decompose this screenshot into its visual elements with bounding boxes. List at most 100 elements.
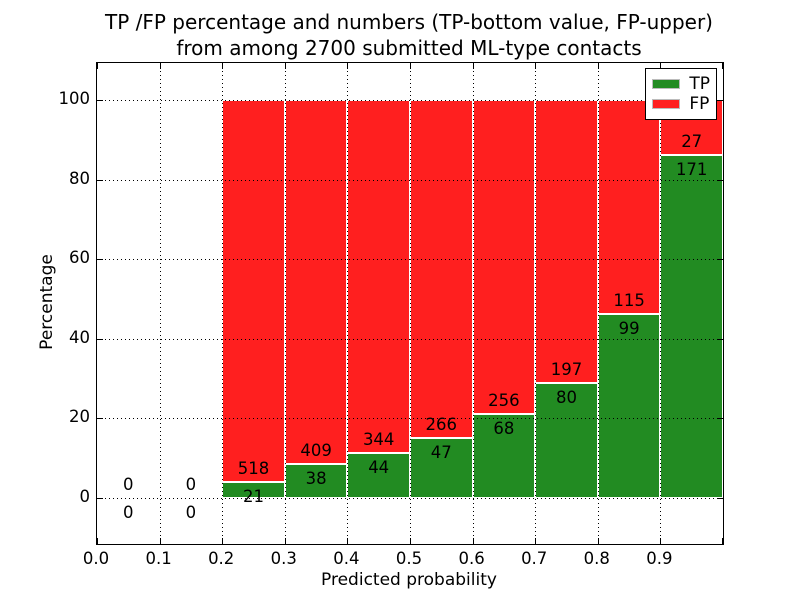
tick-mark bbox=[97, 179, 103, 181]
tick-mark bbox=[159, 63, 161, 69]
tick-mark bbox=[222, 63, 224, 69]
y-tick-label: 100 bbox=[58, 89, 91, 109]
bar-segment-tp bbox=[597, 313, 661, 498]
plot-area: TP FP 0 0 0 0 518 21 409 38 344 44 266 47 256 68 197 80 1… bbox=[96, 62, 724, 545]
tick-mark bbox=[717, 497, 723, 499]
y-tick-label: 60 bbox=[69, 248, 90, 268]
bar-count-label-fp: 266 bbox=[425, 415, 458, 435]
bar-count-label-tp: 0 bbox=[123, 502, 134, 522]
tick-mark bbox=[97, 259, 103, 261]
x-tick-label: 0.9 bbox=[646, 549, 673, 568]
tick-mark bbox=[97, 538, 98, 544]
v-gridline bbox=[222, 63, 224, 544]
v-gridline bbox=[660, 63, 662, 544]
tick-mark bbox=[410, 63, 411, 69]
tick-mark bbox=[717, 418, 723, 420]
x-tick-label: 0.2 bbox=[208, 549, 235, 568]
bar-segment-fp bbox=[222, 100, 285, 483]
bar-segment-tp bbox=[660, 154, 723, 498]
tick-mark bbox=[535, 63, 537, 69]
bar-segment-fp bbox=[284, 100, 348, 465]
x-tick-label: 0.3 bbox=[270, 549, 297, 568]
bar-segment-fp bbox=[347, 100, 410, 453]
chart-title-line-2: from among 2700 submitted ML-type contac… bbox=[176, 36, 642, 60]
bar-count-label-fp: 256 bbox=[488, 391, 520, 411]
bar-count-label-tp: 99 bbox=[618, 318, 640, 338]
y-tick-label: 0 bbox=[79, 486, 91, 506]
tick-mark bbox=[410, 538, 411, 544]
bar-segment-tp bbox=[410, 438, 473, 498]
x-tick-label: 0.6 bbox=[458, 549, 485, 568]
bar-count-label-fp: 0 bbox=[123, 474, 134, 494]
bar-count-label-fp: 0 bbox=[185, 474, 197, 494]
bar-count-label-tp: 0 bbox=[185, 502, 197, 522]
tick-mark bbox=[660, 538, 662, 544]
y-tick-label: 80 bbox=[69, 168, 90, 188]
tick-mark bbox=[472, 538, 474, 544]
legend-label-fp: FP bbox=[689, 94, 710, 114]
tick-mark bbox=[717, 100, 723, 102]
bar-count-label-fp: 518 bbox=[237, 459, 270, 479]
v-gridline bbox=[284, 63, 286, 544]
tick-mark bbox=[722, 63, 723, 69]
tick-mark bbox=[347, 538, 349, 544]
tick-mark bbox=[97, 63, 98, 69]
bar-count-label-tp: 47 bbox=[430, 443, 452, 463]
tick-mark bbox=[717, 259, 723, 261]
bar-count-label-tp: 38 bbox=[305, 469, 327, 489]
bar-segment-tp bbox=[284, 464, 348, 498]
tick-mark bbox=[660, 63, 662, 69]
bar-count-label-tp: 80 bbox=[556, 388, 577, 408]
v-gridline bbox=[410, 63, 411, 544]
v-gridline bbox=[597, 63, 599, 544]
legend-entry-fp: FP bbox=[652, 94, 710, 114]
bar-count-label-tp: 21 bbox=[243, 487, 264, 507]
tick-mark bbox=[284, 538, 286, 544]
x-tick-label: 0.0 bbox=[82, 549, 110, 568]
tick-mark bbox=[722, 538, 723, 544]
x-tick-label: 0.7 bbox=[521, 549, 548, 568]
tp-swatch bbox=[652, 79, 681, 89]
v-gridline bbox=[159, 63, 161, 544]
tick-mark bbox=[284, 63, 286, 69]
chart-title: TP /FP percentage and numbers (TP-bottom… bbox=[96, 9, 722, 61]
v-gridline bbox=[535, 63, 537, 544]
x-axis-label: Predicted probability bbox=[321, 570, 497, 590]
bar-segment-fp bbox=[535, 100, 598, 384]
legend-entry-tp: TP bbox=[652, 74, 710, 94]
v-gridline bbox=[472, 63, 474, 544]
tick-mark bbox=[717, 179, 723, 181]
bar-count-label-fp: 27 bbox=[681, 131, 703, 151]
x-tick-label: 0.5 bbox=[395, 549, 423, 568]
tick-mark bbox=[159, 538, 161, 544]
chart-title-line-1: TP /FP percentage and numbers (TP-bottom… bbox=[105, 10, 713, 34]
tick-mark bbox=[472, 63, 474, 69]
bar-count-label-fp: 409 bbox=[300, 441, 332, 461]
tick-mark bbox=[97, 100, 103, 102]
x-tick-label: 0.4 bbox=[333, 549, 360, 568]
tick-mark bbox=[597, 63, 599, 69]
tick-mark bbox=[717, 338, 723, 340]
tick-mark bbox=[222, 538, 224, 544]
bar-count-label-fp: 115 bbox=[613, 290, 645, 310]
legend: TP FP bbox=[645, 68, 717, 120]
v-gridline bbox=[347, 63, 349, 544]
tick-mark bbox=[97, 418, 103, 420]
y-tick-label: 40 bbox=[69, 327, 90, 347]
bar-count-label-tp: 171 bbox=[675, 159, 708, 179]
tick-mark bbox=[97, 497, 103, 499]
tick-mark bbox=[347, 63, 349, 69]
bar-segment-tp bbox=[347, 452, 410, 498]
bar-segment-fp bbox=[410, 100, 473, 439]
legend-label-tp: TP bbox=[689, 74, 710, 94]
y-tick-label: 20 bbox=[69, 407, 90, 427]
bar-count-label-fp: 197 bbox=[550, 360, 583, 380]
bar-segment-fp bbox=[472, 100, 536, 415]
bar-count-label-tp: 44 bbox=[368, 457, 390, 477]
bar-count-label-tp: 68 bbox=[493, 419, 515, 439]
tick-mark bbox=[97, 338, 103, 340]
bar-count-label-fp: 344 bbox=[362, 429, 395, 449]
tick-mark bbox=[597, 538, 599, 544]
bar-segment-fp bbox=[597, 100, 661, 314]
